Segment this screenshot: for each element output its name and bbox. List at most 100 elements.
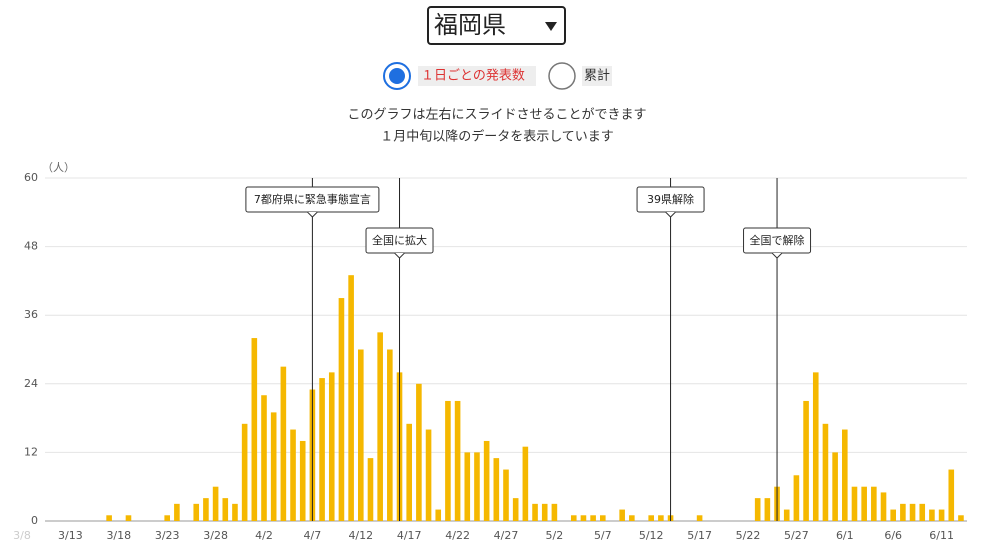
radio-dot (389, 68, 405, 84)
note: １月中旬以降のデータを表示しています (380, 129, 614, 145)
bar (377, 332, 383, 521)
x-tick-label: 4/22 (445, 529, 470, 542)
bar (319, 378, 325, 521)
annotation-pointer (771, 252, 783, 259)
bar (919, 503, 926, 521)
region-text: 福岡県 (434, 11, 506, 39)
bar (251, 338, 258, 521)
bar (812, 372, 819, 521)
bar (474, 452, 480, 521)
bar (232, 503, 238, 521)
option-daily[interactable]: １日ごとの発表数 (421, 68, 525, 84)
annotation-text: 全国で解除 (750, 233, 805, 247)
y-tick-label: 0 (31, 514, 38, 527)
bar (358, 349, 364, 521)
annotation-pointer (394, 252, 405, 259)
bar (851, 486, 858, 521)
x-tick-label: 4/17 (397, 529, 422, 542)
bar (822, 423, 829, 521)
y-tick-label: 48 (24, 240, 38, 253)
x-tick-label: 6/11 (929, 529, 954, 542)
bar (299, 440, 306, 521)
y-tick-label: 60 (24, 171, 38, 184)
bar (125, 515, 132, 521)
x-tick-label: 3/23 (155, 529, 180, 542)
bar (871, 486, 877, 521)
bar (445, 400, 451, 521)
y-tick-label: 24 (24, 377, 38, 390)
bar (416, 383, 422, 521)
bar (803, 400, 809, 521)
bar (367, 458, 374, 521)
bar (551, 503, 558, 521)
x-tick-label: 4/2 (255, 529, 273, 542)
option-total[interactable]: 累計 (584, 68, 610, 84)
x-tick-label: 4/12 (348, 529, 373, 542)
bar (948, 469, 955, 521)
x-tick-label: 3/13 (58, 529, 83, 542)
bar (290, 429, 296, 521)
note: このグラフは左右にスライドさせることができます (347, 108, 646, 123)
bar (696, 515, 703, 521)
bar (793, 475, 800, 521)
y-axis-label: （人） (42, 161, 75, 174)
x-tick-label: 5/2 (546, 529, 564, 542)
option-bg (418, 66, 536, 86)
bar (338, 298, 345, 521)
bar (909, 503, 916, 521)
x-tick-label: 3/18 (106, 529, 131, 542)
option-bg (582, 66, 612, 86)
bar (280, 366, 287, 521)
annotation-pointer (665, 211, 676, 218)
radio-total[interactable] (548, 62, 576, 90)
bar (164, 515, 170, 521)
bar (483, 440, 490, 521)
x-tick-label: 5/7 (594, 529, 612, 542)
bar (570, 515, 577, 521)
bar (512, 498, 519, 521)
x-tick-label: 5/27 (784, 529, 809, 542)
x-tick-label: 6/1 (836, 529, 854, 542)
x-tick-label: 5/12 (639, 529, 664, 542)
bar (241, 423, 248, 521)
bar (203, 498, 209, 521)
bar (629, 515, 635, 521)
bar (619, 509, 625, 521)
annotation-text: 7都府県に緊急事態宣言 (254, 192, 371, 206)
bar (842, 429, 848, 521)
bar (464, 452, 471, 521)
x-tick-label: 6/6 (884, 529, 902, 542)
annotation-text: 39県解除 (647, 192, 694, 206)
bar (454, 400, 461, 521)
x-tick-label: 5/17 (687, 529, 712, 542)
bar (406, 423, 412, 521)
bar (590, 515, 596, 521)
bar (541, 503, 548, 521)
bar (222, 498, 229, 521)
bar (764, 498, 771, 521)
bar (580, 515, 587, 521)
y-tick-label: 12 (24, 445, 38, 458)
bar (193, 503, 200, 521)
bar (212, 486, 219, 521)
bar (754, 498, 761, 521)
bar (425, 429, 432, 521)
select-arrow (545, 22, 557, 31)
bar (328, 372, 335, 521)
bar (522, 446, 529, 521)
region-select[interactable] (427, 6, 566, 45)
bar (261, 395, 267, 521)
bar (890, 509, 896, 521)
x-tick-label: 4/7 (304, 529, 322, 542)
bar (783, 509, 790, 521)
bar (174, 503, 180, 521)
annotation-text: 全国に拡大 (372, 233, 427, 247)
bar (900, 503, 906, 521)
bar (106, 515, 112, 521)
x-tick-label: 5/22 (736, 529, 761, 542)
x-tick-label: 4/27 (494, 529, 519, 542)
bar (387, 349, 393, 521)
bar (503, 469, 509, 521)
bar (348, 275, 354, 521)
x-tick-label: 3/8 (13, 529, 31, 542)
